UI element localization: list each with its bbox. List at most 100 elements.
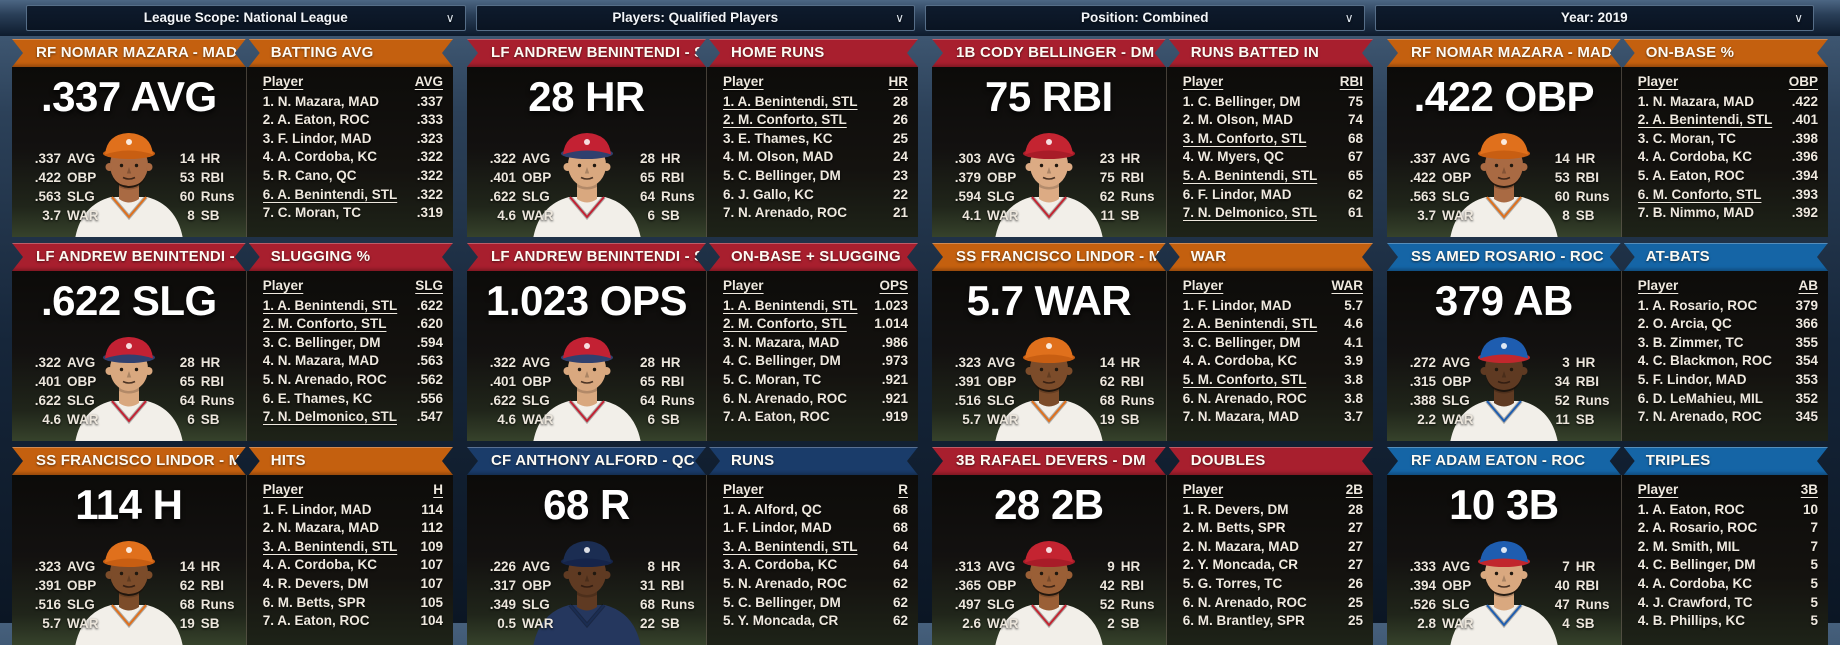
leaderboard-row[interactable]: 3. M. Conforto, STL 68 — [1183, 130, 1363, 149]
leaderboard-row[interactable]: 3. A. Benintendi, STL 64 — [723, 538, 908, 557]
leaderboard-row[interactable]: 4. N. Mazara, MAD .563 — [263, 352, 443, 371]
leaderboard-row[interactable]: 2. M. Conforto, STL 1.014 — [723, 315, 908, 334]
featured-player-banner[interactable]: RF NOMAR MAZARA - MAD — [12, 39, 246, 67]
leaderboard-row[interactable]: 5. G. Torres, TC 26 — [1183, 575, 1363, 594]
leaderboard-row[interactable]: 1. F. Lindor, MAD 114 — [263, 501, 443, 520]
leaderboard-row[interactable]: 2. A. Benintendi, STL .401 — [1638, 111, 1818, 130]
leaderboard-row[interactable]: 6. M. Betts, SPR 105 — [263, 594, 443, 613]
featured-player-banner[interactable]: 1B CODY BELLINGER - DM — [932, 39, 1166, 67]
leaderboard-row[interactable]: 3. A. Cordoba, KC 64 — [723, 556, 908, 575]
leaderboard-row[interactable]: 6. F. Lindor, MAD 62 — [1183, 186, 1363, 205]
leaderboard-row[interactable]: 1. R. Devers, DM 28 — [1183, 501, 1363, 520]
leaderboard-row[interactable]: 5. N. Arenado, ROC .562 — [263, 371, 443, 390]
leaderboard-row[interactable]: 4. R. Devers, DM 107 — [263, 575, 443, 594]
leaderboard-row[interactable]: 2. M. Conforto, STL .620 — [263, 315, 443, 334]
leaderboard-row[interactable]: 5. C. Bellinger, DM 62 — [723, 594, 908, 613]
leaderboard-row[interactable]: 7. A. Eaton, ROC .919 — [723, 408, 908, 427]
leaderboard-row[interactable]: 3. N. Mazara, MAD .986 — [723, 334, 908, 353]
leaderboard-row[interactable]: 4. B. Phillips, KC 5 — [1638, 612, 1818, 631]
leaderboard-row[interactable]: 1. A. Benintendi, STL .622 — [263, 297, 443, 316]
leaderboard-row[interactable]: 6. M. Conforto, STL .393 — [1638, 186, 1818, 205]
featured-player-banner[interactable]: LF ANDREW BENINTENDI - STL — [467, 243, 706, 271]
leaderboard-row[interactable]: 3. C. Bellinger, DM .594 — [263, 334, 443, 353]
featured-player-banner[interactable]: SS AMED ROSARIO - ROC — [1387, 243, 1621, 271]
leaderboard-row[interactable]: 2. O. Arcia, QC 366 — [1638, 315, 1818, 334]
leaderboard-row[interactable]: 1. A. Alford, QC 68 — [723, 501, 908, 520]
leaderboard-row[interactable]: 5. R. Cano, QC .322 — [263, 167, 443, 186]
leaderboard-row[interactable]: 3. B. Zimmer, TC 355 — [1638, 334, 1818, 353]
leaderboard-row[interactable]: 4. A. Cordoba, KC 107 — [263, 556, 443, 575]
leaderboard-row[interactable]: 5. C. Bellinger, DM 23 — [723, 167, 908, 186]
leaderboard-row[interactable]: 5. C. Moran, TC .921 — [723, 371, 908, 390]
leaderboard-row[interactable]: 2. M. Conforto, STL 26 — [723, 111, 908, 130]
leaderboard-row[interactable]: 5. A. Benintendi, STL 65 — [1183, 167, 1363, 186]
featured-player-banner[interactable]: 3B RAFAEL DEVERS - DM — [932, 447, 1166, 475]
leaderboard-row[interactable]: 2. M. Betts, SPR 27 — [1183, 519, 1363, 538]
leaderboard-row[interactable]: 7. N. Arenado, ROC 21 — [723, 204, 908, 223]
featured-player-banner[interactable]: SS FRANCISCO LINDOR - MAD — [12, 447, 246, 475]
leaderboard-row[interactable]: 1. N. Mazara, MAD .422 — [1638, 93, 1818, 112]
position-filter-dropdown[interactable]: Position: Combined ∨ — [925, 5, 1365, 31]
leaderboard-row[interactable]: 1. A. Eaton, ROC 10 — [1638, 501, 1818, 520]
leaderboard-row[interactable]: 6. N. Arenado, ROC 25 — [1183, 594, 1363, 613]
leaderboard-row[interactable]: 2. M. Smith, MIL 7 — [1638, 538, 1818, 557]
leaderboard-row[interactable]: 1. F. Lindor, MAD 5.7 — [1183, 297, 1363, 316]
leaderboard-row[interactable]: 5. A. Eaton, ROC .394 — [1638, 167, 1818, 186]
featured-player-banner[interactable]: RF ADAM EATON - ROC — [1387, 447, 1621, 475]
leaderboard-row[interactable]: 4. J. Crawford, TC 5 — [1638, 594, 1818, 613]
leaderboard-row[interactable]: 1. A. Benintendi, STL 28 — [723, 93, 908, 112]
leaderboard-row[interactable]: 7. N. Arenado, ROC 345 — [1638, 408, 1818, 427]
leaderboard-row[interactable]: 1. A. Rosario, ROC 379 — [1638, 297, 1818, 316]
leaderboard-row[interactable]: 4. A. Cordoba, KC .396 — [1638, 148, 1818, 167]
leaderboard-row[interactable]: 7. C. Moran, TC .319 — [263, 204, 443, 223]
leaderboard-row[interactable]: 5. Y. Moncada, CR 62 — [723, 612, 908, 631]
leaderboard-row[interactable]: 6. A. Benintendi, STL .322 — [263, 186, 443, 205]
leaderboard-row[interactable]: 7. A. Eaton, ROC 104 — [263, 612, 443, 631]
leaderboard-row[interactable]: 5. M. Conforto, STL 3.8 — [1183, 371, 1363, 390]
leaderboard-row[interactable]: 2. M. Olson, MAD 74 — [1183, 111, 1363, 130]
leaderboard-row[interactable]: 4. A. Cordoba, KC 5 — [1638, 575, 1818, 594]
leaderboard-row[interactable]: 3. F. Lindor, MAD .323 — [263, 130, 443, 149]
leaderboard-row[interactable]: 6. D. LeMahieu, MIL 352 — [1638, 390, 1818, 409]
year-filter-dropdown[interactable]: Year: 2019 ∨ — [1374, 5, 1814, 31]
leaderboard-row[interactable]: 3. E. Thames, KC 25 — [723, 130, 908, 149]
leaderboard-row[interactable]: 6. N. Arenado, ROC .921 — [723, 390, 908, 409]
leaderboard-row[interactable]: 2. N. Mazara, MAD 27 — [1183, 538, 1363, 557]
leaderboard-row[interactable]: 6. J. Gallo, KC 22 — [723, 186, 908, 205]
leaderboard-row[interactable]: 4. C. Bellinger, DM 5 — [1638, 556, 1818, 575]
leaderboard-row[interactable]: 2. A. Eaton, ROC .333 — [263, 111, 443, 130]
leaderboard-row[interactable]: 4. M. Olson, MAD 24 — [723, 148, 908, 167]
leaderboard-row[interactable]: 1. C. Bellinger, DM 75 — [1183, 93, 1363, 112]
players-filter-dropdown[interactable]: Players: Qualified Players ∨ — [475, 5, 915, 31]
leaderboard-row[interactable]: 3. A. Benintendi, STL 109 — [263, 538, 443, 557]
leaderboard-row[interactable]: 6. E. Thames, KC .556 — [263, 390, 443, 409]
leaderboard-row[interactable]: 6. M. Brantley, SPR 25 — [1183, 612, 1363, 631]
leaderboard-row[interactable]: 1. N. Mazara, MAD .337 — [263, 93, 443, 112]
leaderboard-row[interactable]: 4. C. Blackmon, ROC 354 — [1638, 352, 1818, 371]
leaderboard-row[interactable]: 7. N. Delmonico, STL .547 — [263, 408, 443, 427]
leaderboard-row[interactable]: 4. A. Cordoba, KC 3.9 — [1183, 352, 1363, 371]
leaderboard-row[interactable]: 2. A. Benintendi, STL 4.6 — [1183, 315, 1363, 334]
leaderboard-row[interactable]: 6. N. Arenado, ROC 3.8 — [1183, 390, 1363, 409]
leaderboard-row[interactable]: 3. C. Moran, TC .398 — [1638, 130, 1818, 149]
leaderboard-row[interactable]: 3. C. Bellinger, DM 4.1 — [1183, 334, 1363, 353]
leaderboard-row[interactable]: 4. C. Bellinger, DM .973 — [723, 352, 908, 371]
leaderboard-row[interactable]: 7. B. Nimmo, MAD .392 — [1638, 204, 1818, 223]
leaderboard-row[interactable]: 1. A. Benintendi, STL 1.023 — [723, 297, 908, 316]
leaderboard-row[interactable]: 4. W. Myers, QC 67 — [1183, 148, 1363, 167]
leaderboard-row[interactable]: 2. Y. Moncada, CR 27 — [1183, 556, 1363, 575]
leaderboard-row[interactable]: 1. F. Lindor, MAD 68 — [723, 519, 908, 538]
featured-player-banner[interactable]: LF ANDREW BENINTENDI - STL — [12, 243, 246, 271]
leaderboard-row[interactable]: 2. N. Mazara, MAD 112 — [263, 519, 443, 538]
leaderboard-row[interactable]: 2. A. Rosario, ROC 7 — [1638, 519, 1818, 538]
featured-player-banner[interactable]: RF NOMAR MAZARA - MAD — [1387, 39, 1621, 67]
featured-player-banner[interactable]: SS FRANCISCO LINDOR - MAD — [932, 243, 1166, 271]
leaderboard-row[interactable]: 7. N. Delmonico, STL 61 — [1183, 204, 1363, 223]
leaderboard-row[interactable]: 5. N. Arenado, ROC 62 — [723, 575, 908, 594]
league-scope-dropdown[interactable]: League Scope: National League ∨ — [26, 5, 466, 31]
featured-player-banner[interactable]: CF ANTHONY ALFORD - QC — [467, 447, 706, 475]
leaderboard-row[interactable]: 4. A. Cordoba, KC .322 — [263, 148, 443, 167]
leaderboard-row[interactable]: 5. F. Lindor, MAD 353 — [1638, 371, 1818, 390]
leaderboard-row[interactable]: 7. N. Mazara, MAD 3.7 — [1183, 408, 1363, 427]
featured-player-banner[interactable]: LF ANDREW BENINTENDI - STL — [467, 39, 706, 67]
